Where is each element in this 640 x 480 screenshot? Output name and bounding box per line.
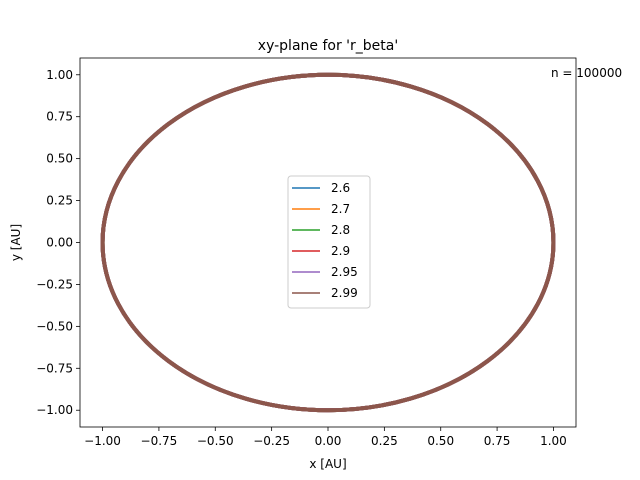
y-tick-label: −1.00: [36, 403, 73, 417]
legend-label-1: 2.7: [331, 202, 350, 216]
x-axis-label: x [AU]: [309, 457, 346, 471]
y-tick-label: 0.50: [46, 152, 73, 166]
y-tick-label: 0.25: [46, 194, 73, 208]
x-tick-label: 0.25: [371, 434, 398, 448]
legend-label-2: 2.8: [331, 223, 350, 237]
x-tick-label: −0.50: [197, 434, 234, 448]
x-axis: −1.00 −0.75 −0.50 −0.25 0.00 0.25 0.50 0.75 1.00: [84, 427, 567, 448]
y-tick-label: 1.00: [46, 68, 73, 82]
y-tick-label: −0.25: [36, 277, 73, 291]
y-tick-label: 0.75: [46, 110, 73, 124]
legend: 2.6 2.7 2.8 2.9 2.95 2.99: [287, 175, 371, 309]
series-layer: [100, 72, 556, 413]
legend-label-3: 2.9: [331, 244, 350, 258]
x-tick-label: 0.50: [427, 434, 454, 448]
x-tick-label: −0.75: [141, 434, 178, 448]
chart-title: xy-plane for 'r_beta': [258, 38, 398, 54]
y-axis-label: y [AU]: [9, 224, 23, 261]
y-axis: −1.00 −0.75 −0.50 −0.25 0.00 0.25 0.50 0.75 1.00: [36, 68, 80, 417]
x-tick-label: 1.00: [540, 434, 567, 448]
y-tick-label: −0.75: [36, 361, 73, 375]
x-tick-label: 0.00: [315, 434, 342, 448]
legend-label-4: 2.95: [331, 265, 358, 279]
legend-label-5: 2.99: [331, 286, 358, 300]
series-line-5: [100, 72, 556, 413]
x-tick-label: −0.25: [253, 434, 290, 448]
y-tick-label: −0.50: [36, 319, 73, 333]
sample-count-annotation: n = 100000: [551, 66, 622, 80]
legend-label-0: 2.6: [331, 181, 350, 195]
x-tick-label: −1.00: [84, 434, 121, 448]
x-tick-label: 0.75: [484, 434, 511, 448]
y-tick-label: 0.00: [46, 236, 73, 250]
